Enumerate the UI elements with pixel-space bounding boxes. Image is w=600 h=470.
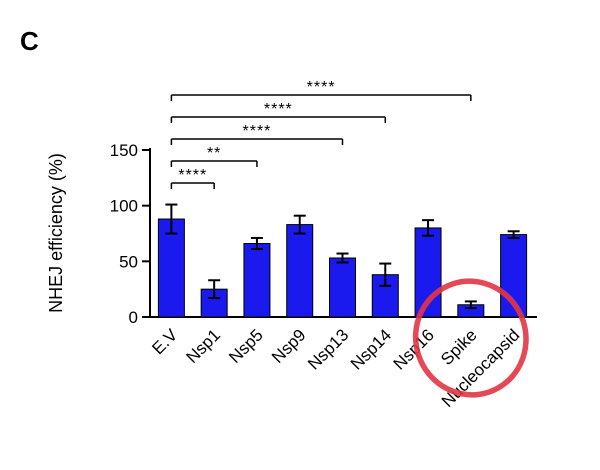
x-category-label-Nsp5: Nsp5 xyxy=(225,325,266,366)
x-category-label-Nsp1: Nsp1 xyxy=(182,325,223,366)
sig-stars: **** xyxy=(264,101,293,118)
y-tick-label: 150 xyxy=(110,141,138,160)
bar-Nsp13 xyxy=(329,257,356,318)
y-tick-label: 100 xyxy=(110,197,138,216)
bar-E.V xyxy=(157,218,185,318)
y-axis-title: NHEJ efficiency (%) xyxy=(46,153,66,313)
sig-stars: **** xyxy=(178,167,207,184)
panel-label: C xyxy=(20,26,39,56)
bar-Nsp5 xyxy=(243,243,271,318)
sig-stars: **** xyxy=(307,79,336,96)
sig-stars: ** xyxy=(207,145,221,162)
x-category-label-Nsp14: Nsp14 xyxy=(347,325,395,373)
highlight-circle-Spike xyxy=(412,278,529,398)
sig-stars: **** xyxy=(242,123,271,140)
x-category-label-E.V: E.V xyxy=(148,325,181,358)
bar-Nsp9 xyxy=(286,224,314,318)
y-tick-label: 0 xyxy=(129,308,138,327)
x-category-label-Nsp13: Nsp13 xyxy=(304,325,352,373)
y-tick-label: 50 xyxy=(119,252,138,271)
